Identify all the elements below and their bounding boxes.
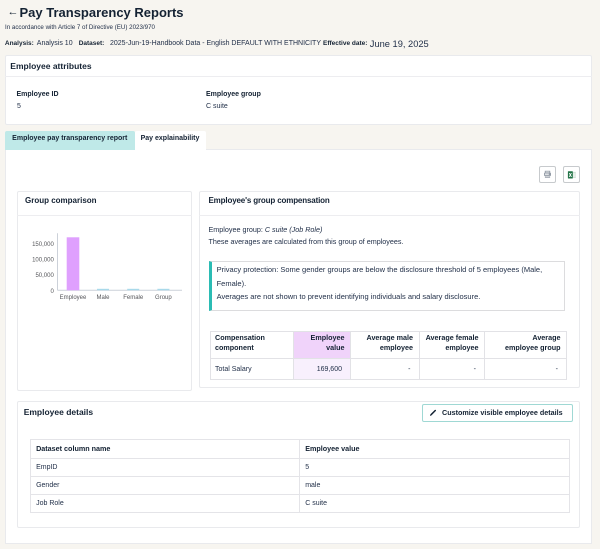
svg-text:Male: Male xyxy=(96,295,110,301)
svg-text:Group: Group xyxy=(155,295,172,301)
svg-text:Female: Female xyxy=(123,295,144,301)
svg-text:100,000: 100,000 xyxy=(32,257,54,263)
svg-text:Employee: Employee xyxy=(60,295,87,301)
svg-text:50,000: 50,000 xyxy=(35,273,54,279)
svg-text:150,000: 150,000 xyxy=(32,241,54,247)
svg-text:0: 0 xyxy=(50,288,54,294)
